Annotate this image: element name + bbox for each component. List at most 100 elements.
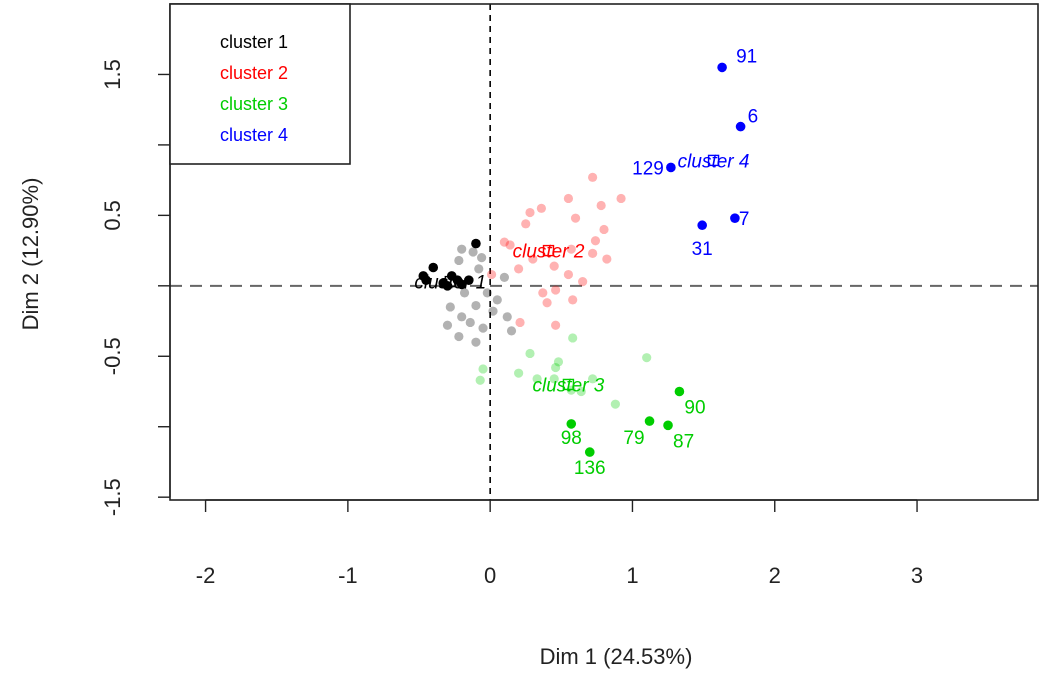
faded-point (474, 264, 484, 274)
faded-point (538, 288, 548, 298)
data-point (584, 447, 595, 457)
faded-point (499, 272, 509, 282)
data-point (421, 275, 431, 285)
point-label: 87 (673, 431, 694, 452)
x-axis: -2 -1 0 1 2 3 (196, 499, 923, 588)
faded-point (616, 193, 626, 204)
faded-point (551, 362, 561, 373)
faded-point (457, 312, 467, 322)
cluster-centers-layer: cluster 1 cluster 2 cluster 3 cluster 4 (414, 151, 749, 396)
x-tick-label: 0 (484, 563, 496, 588)
faded-point (576, 386, 586, 397)
point-label: 90 (684, 398, 705, 419)
faded-point (478, 323, 488, 333)
faded-point (471, 337, 481, 347)
faded-point (568, 295, 578, 305)
faded-point (563, 269, 574, 280)
y-axis: -1.5 -0.5 0.5 1.5 (100, 59, 171, 516)
data-point (644, 416, 655, 426)
faded-point (566, 244, 576, 254)
y-tick-label: -0.5 (100, 337, 125, 375)
legend: cluster 1 cluster 2 cluster 3 cluster 4 (169, 3, 351, 165)
faded-point (610, 399, 620, 409)
faded-point (525, 348, 535, 359)
cluster-center-marker (707, 154, 720, 167)
faded-point (596, 200, 606, 211)
faded-point (454, 255, 464, 266)
faded-point (602, 254, 612, 264)
faded-point (642, 353, 652, 363)
faded-point (536, 203, 546, 213)
faded-point (471, 300, 481, 311)
data-point (717, 62, 727, 73)
faded-point (482, 288, 492, 298)
point-label: 91 (736, 46, 757, 67)
faded-point (549, 374, 559, 384)
reference-lines (170, 4, 1038, 500)
faded-points-layer (442, 172, 652, 409)
y-tick-label: 1.5 (100, 59, 125, 90)
faded-point (599, 224, 609, 235)
data-point (666, 162, 676, 173)
faded-point (502, 312, 512, 322)
cluster-center-label: cluster 4 (678, 151, 750, 172)
faded-point (465, 317, 475, 328)
faded-point (488, 306, 498, 316)
data-point (428, 262, 439, 273)
cluster-center-label: cluster 2 (513, 242, 585, 263)
faded-point (506, 326, 517, 336)
faded-point (515, 317, 525, 328)
faded-point (475, 375, 485, 385)
data-point (674, 386, 685, 397)
x-tick-label: -1 (338, 563, 358, 588)
x-tick-label: 2 (769, 563, 781, 588)
cluster-center-label: cluster 1 (414, 273, 486, 294)
x-tick-label: 3 (911, 563, 923, 588)
legend-entry: cluster 3 (220, 94, 288, 114)
cluster-center-label: cluster 3 (533, 375, 605, 396)
y-axis-title: Dim 2 (12.90%) (18, 178, 43, 331)
faded-point (563, 193, 574, 204)
data-point (697, 220, 707, 231)
legend-box (169, 3, 351, 165)
y-tick-label: 0.5 (100, 200, 125, 231)
point-label: 129 (632, 158, 664, 179)
faded-point (459, 288, 470, 298)
data-point (456, 279, 467, 290)
faded-point (568, 333, 578, 343)
faded-point (570, 213, 581, 223)
point-label: 98 (561, 428, 582, 449)
faded-point (553, 357, 564, 367)
faded-point (445, 302, 455, 312)
legend-entry: cluster 4 (220, 125, 288, 145)
cluster-center-marker (542, 244, 555, 257)
faded-point (588, 248, 598, 259)
faded-point (505, 240, 515, 250)
faded-point (528, 254, 538, 264)
faded-point (514, 264, 524, 274)
faded-point (492, 295, 502, 305)
faded-point (542, 298, 552, 308)
data-point (663, 420, 673, 431)
cluster-center-marker (562, 378, 575, 391)
faded-point (499, 237, 509, 247)
x-tick-label: 1 (626, 563, 638, 588)
cluster-center-marker (444, 275, 457, 288)
point-label: 6 (748, 107, 759, 128)
point-label: 136 (574, 458, 606, 479)
x-axis-title: Dim 1 (24.53%) (540, 644, 693, 669)
x-tick-label: -2 (196, 563, 216, 588)
data-point (735, 121, 746, 132)
point-label: 79 (623, 428, 644, 449)
faded-point (578, 276, 588, 287)
points-layer (418, 62, 746, 457)
faded-point (442, 320, 453, 330)
faded-point (478, 364, 488, 374)
faded-point (551, 285, 561, 295)
faded-point (486, 269, 497, 280)
faded-point (521, 219, 531, 229)
faded-point (477, 253, 487, 263)
data-point (566, 419, 577, 429)
faded-point (551, 320, 561, 330)
